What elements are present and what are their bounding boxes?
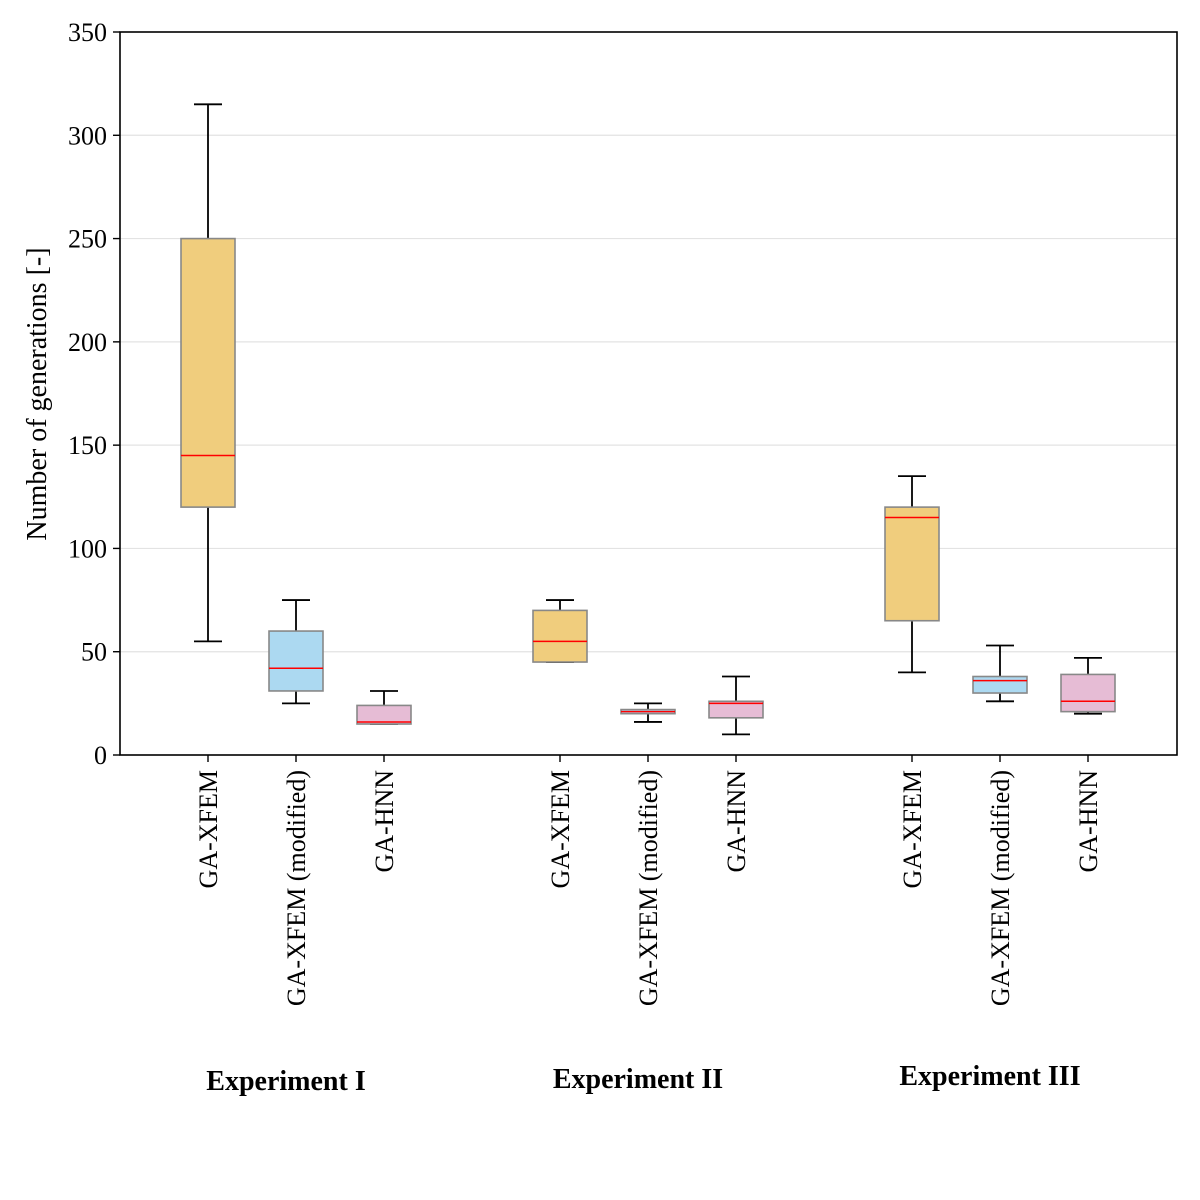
box xyxy=(884,506,940,622)
y-axis-label: Number of generations [-] xyxy=(22,247,53,540)
x-tick-label: GA-XFEM (modified) xyxy=(282,770,311,1006)
x-tick-label: GA-XFEM xyxy=(898,770,927,888)
y-tick-label: 50 xyxy=(81,638,107,667)
box xyxy=(180,237,236,508)
x-tick-label: GA-HNN xyxy=(1074,770,1103,873)
y-tick-label: 250 xyxy=(68,225,107,254)
y-tick-label: 0 xyxy=(94,741,107,770)
x-tick-label: GA-XFEM (modified) xyxy=(634,770,663,1006)
box xyxy=(1060,673,1116,713)
x-tick-label: GA-HNN xyxy=(370,770,399,873)
box xyxy=(268,630,324,692)
boxes xyxy=(180,103,1116,736)
x-tick-label: GA-XFEM (modified) xyxy=(986,770,1015,1006)
group-label: Experiment III xyxy=(899,1061,1080,1092)
y-tick-label: 150 xyxy=(68,431,107,460)
group-label: Experiment I xyxy=(206,1066,365,1097)
x-tick-label: GA-XFEM xyxy=(194,770,223,888)
y-tick-label: 200 xyxy=(68,328,107,357)
x-axis: GA-XFEM GA-XFEM (modified) GA-HNN Experimen… xyxy=(194,755,1103,1097)
box xyxy=(532,609,588,663)
y-tick-label: 350 xyxy=(68,18,107,47)
x-tick-label: GA-XFEM xyxy=(546,770,575,888)
y-axis: 0 50 100 150 200 250 300 350 xyxy=(68,18,120,770)
box xyxy=(708,700,764,719)
box xyxy=(972,675,1028,694)
group-label: Experiment II xyxy=(553,1064,723,1095)
y-tick-label: 300 xyxy=(68,121,107,150)
x-tick-label: GA-HNN xyxy=(722,770,751,873)
gridlines xyxy=(120,134,1177,653)
box xyxy=(356,704,412,725)
y-tick-label: 100 xyxy=(68,534,107,563)
